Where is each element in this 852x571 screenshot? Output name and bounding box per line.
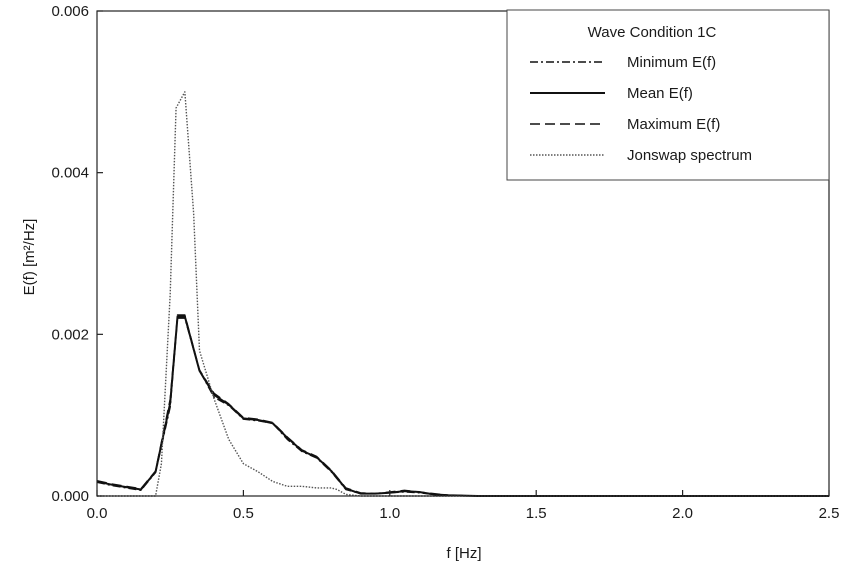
y-axis-label: E(f) [m²/Hz]	[21, 219, 38, 296]
x-tick-label: 1.0	[379, 505, 400, 522]
series-line-3	[97, 91, 829, 497]
legend-label: Mean E(f)	[627, 85, 693, 102]
legend-entry: Mean E(f)	[530, 85, 693, 102]
y-tick-label: 0.004	[51, 165, 89, 182]
x-axis-label: f [Hz]	[446, 545, 481, 562]
legend-label: Minimum E(f)	[627, 54, 716, 71]
y-tick-label: 0.002	[51, 326, 89, 343]
legend-entries: Minimum E(f) Mean E(f) Maximum E(f) Jonswap…	[530, 54, 752, 164]
y-tick-label: 0.006	[51, 3, 89, 20]
x-tick-label: 1.5	[526, 505, 547, 522]
legend-entry: Minimum E(f)	[530, 54, 716, 71]
legend-label: Jonswap spectrum	[627, 147, 752, 164]
series-lines	[96, 91, 829, 497]
x-tick-label: 0.5	[233, 505, 254, 522]
legend-entry: Maximum E(f)	[530, 116, 720, 133]
x-tick-label: 0.0	[87, 505, 108, 522]
series-line-2	[96, 314, 829, 497]
axes: 0.0 0.5 1.0 1.5 2.0 2.5 0.000 0.002 0.004 0.006	[51, 3, 839, 522]
plot-frame	[96, 10, 830, 497]
legend-box	[506, 9, 830, 181]
legend-entry: Jonswap spectrum	[530, 147, 752, 164]
y-tick-label: 0.000	[51, 488, 89, 505]
x-tick-label: 2.0	[672, 505, 693, 522]
legend-label: Maximum E(f)	[627, 116, 720, 133]
legend-title: Wave Condition 1C	[588, 24, 717, 41]
x-tick-label: 2.5	[819, 505, 840, 522]
legend: Wave Condition 1C Minimum E(f)Mean E(f)M…	[506, 9, 830, 181]
